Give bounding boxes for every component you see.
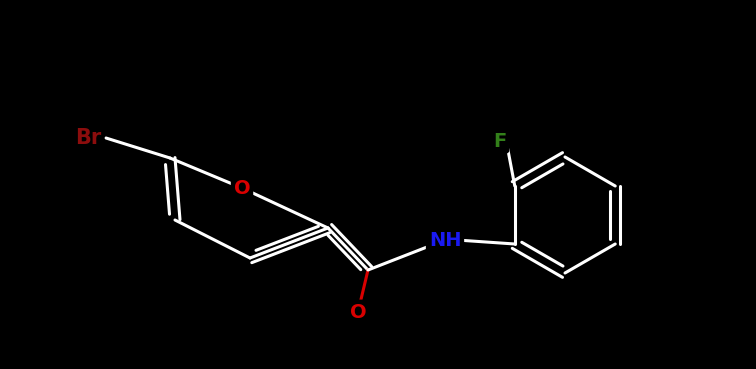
Text: Br: Br	[75, 128, 101, 148]
Text: O: O	[350, 303, 367, 321]
Text: O: O	[234, 179, 250, 197]
Text: NH: NH	[429, 231, 461, 249]
Text: F: F	[493, 131, 507, 151]
